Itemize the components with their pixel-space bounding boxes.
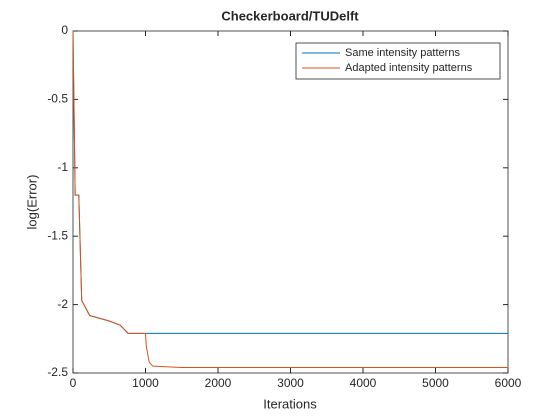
legend-label: Same intensity patterns [345,47,460,59]
y-tick-label: -2.5 [47,365,68,379]
y-tick-label: -2 [57,297,68,311]
y-tick-label: -1 [57,160,68,174]
x-tick-label: 6000 [495,376,522,390]
y-tick-label: -1.5 [47,228,68,242]
legend-label: Adapted intensity patterns [345,62,473,74]
chart-title: Checkerboard/TUDelft [221,8,359,23]
x-tick-label: 2000 [205,376,232,390]
x-tick-label: 0 [70,376,77,390]
x-tick-label: 4000 [350,376,377,390]
y-tick-label: 0 [61,23,68,37]
x-tick-label: 5000 [422,376,449,390]
y-tick-label: -0.5 [47,92,68,106]
x-tick-label: 1000 [132,376,159,390]
series-line [72,30,508,369]
plot-area [72,30,509,374]
legend-box [295,42,501,80]
x-tick-label: 3000 [277,376,304,390]
legend: Same intensity patterns Adapted intensity… [295,42,501,80]
y-axis-label: log(Error) [24,175,39,230]
x-axis-label: Iterations [263,396,317,411]
